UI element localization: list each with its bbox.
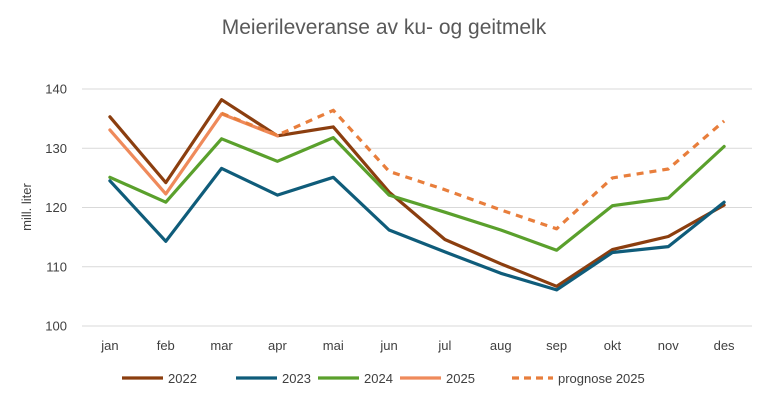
x-tick-label: sep [546, 338, 567, 353]
x-tick-labels: jan feb mar apr mai jun jul aug sep okt nov des [100, 338, 735, 353]
x-tick-label: jul [437, 338, 451, 353]
y-tick-label: 110 [46, 259, 67, 274]
legend: 2022 2023 2024 2025 prognose 2025 [122, 371, 645, 386]
series-line-2023 [108, 166, 726, 292]
gridlines [82, 88, 752, 327]
x-tick-label: mai [323, 338, 344, 353]
x-tick-label: mar [210, 338, 233, 353]
series-line-2024 [108, 136, 726, 252]
x-tick-label: des [714, 338, 735, 353]
y-tick-label: 140 [45, 82, 67, 97]
series-line-2022 [108, 98, 726, 288]
x-tick-label: apr [268, 338, 287, 353]
chart-title: Meierileveranse av ku- og geitmelk [222, 16, 547, 39]
legend-label: 2022 [168, 371, 197, 386]
x-tick-label: feb [157, 338, 175, 353]
y-axis-label: mill. liter [19, 183, 34, 231]
y-tick-label: 100 [45, 319, 67, 334]
legend-label: 2023 [282, 371, 311, 386]
x-tick-label: okt [604, 338, 622, 353]
legend-label: prognose 2025 [558, 371, 645, 386]
x-tick-label: jun [379, 338, 397, 353]
legend-label: 2024 [364, 371, 393, 386]
x-tick-label: jan [100, 338, 118, 353]
x-tick-label: aug [490, 338, 512, 353]
x-tick-label: nov [658, 338, 679, 353]
series-lines [108, 98, 726, 292]
series-line-prognose-2025 [221, 108, 726, 231]
y-tick-label: 130 [45, 141, 67, 156]
y-tick-labels: 100 110 120 130 140 [45, 82, 67, 334]
legend-label: 2025 [446, 371, 475, 386]
y-tick-label: 120 [45, 200, 67, 215]
